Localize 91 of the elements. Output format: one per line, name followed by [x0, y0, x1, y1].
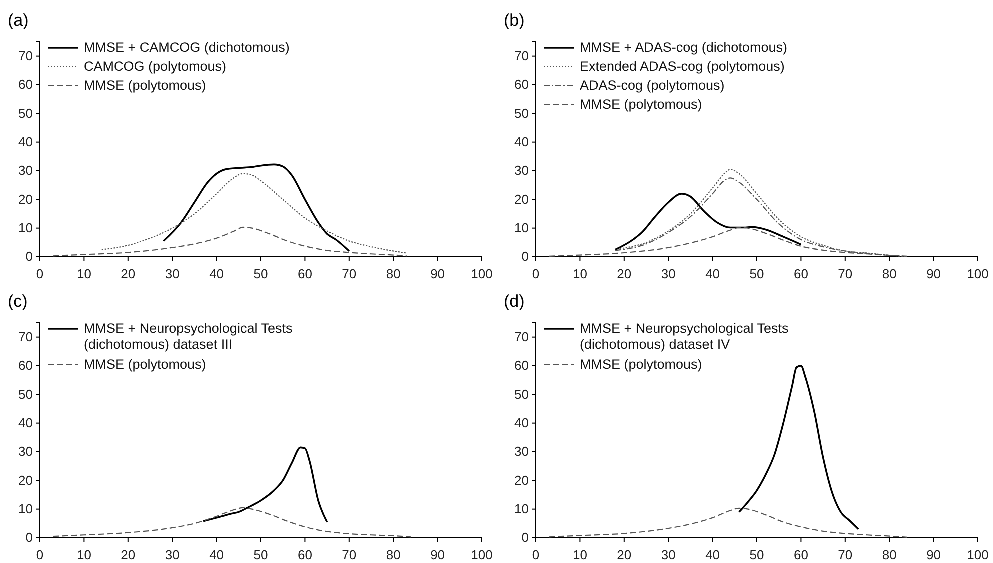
x-tick-label: 90 [430, 266, 446, 282]
x-tick-label: 40 [210, 266, 224, 282]
y-tick-label: 0 [522, 249, 529, 264]
chart-title: (d) [504, 292, 525, 311]
y-tick-label: 0 [26, 530, 33, 546]
x-tick-label: 80 [882, 547, 897, 562]
x-tick-label: 20 [121, 266, 136, 282]
y-tick-label: 30 [514, 163, 529, 178]
y-tick-label: 10 [18, 220, 33, 236]
x-tick-label: 70 [342, 547, 357, 562]
y-tick-label: 20 [18, 192, 33, 207]
x-tick-label: 20 [617, 547, 632, 562]
x-tick-label: 10 [76, 266, 92, 282]
x-tick-label: 30 [661, 547, 676, 562]
x-tick-label: 100 [471, 266, 493, 282]
y-tick-label: 70 [514, 48, 529, 64]
x-tick-label: 10 [76, 547, 92, 562]
x-tick-label: 80 [882, 266, 897, 282]
y-tick-label: 10 [514, 501, 529, 516]
x-tick-label: 50 [750, 266, 764, 282]
x-tick-label: 90 [430, 547, 446, 562]
y-tick-label: 30 [18, 163, 33, 178]
x-tick-label: 80 [386, 266, 401, 282]
x-tick-label: 40 [706, 547, 720, 562]
y-tick-label: 70 [18, 48, 33, 64]
y-tick-label: 50 [18, 386, 33, 402]
x-tick-label: 60 [794, 266, 808, 282]
y-tick-label: 20 [514, 472, 529, 488]
x-tick-label: 70 [838, 547, 853, 562]
legend-label: ADAS-cog (polytomous) [580, 78, 725, 93]
y-tick-label: 60 [18, 358, 33, 374]
x-tick-label: 0 [532, 547, 540, 562]
y-tick-label: 10 [514, 220, 529, 236]
y-tick-label: 50 [18, 106, 33, 121]
y-tick-label: 50 [514, 106, 529, 121]
x-tick-label: 60 [298, 266, 312, 282]
x-tick-label: 30 [165, 547, 180, 562]
x-tick-label: 50 [254, 266, 268, 282]
x-tick-label: 100 [967, 266, 989, 282]
y-tick-label: 60 [514, 77, 529, 92]
chart-title: (c) [8, 292, 28, 311]
x-tick-label: 40 [210, 547, 224, 562]
y-tick-label: 0 [522, 530, 529, 546]
y-tick-label: 0 [26, 249, 33, 264]
y-tick-label: 40 [514, 134, 529, 150]
y-tick-label: 60 [18, 77, 33, 92]
x-tick-label: 90 [926, 266, 942, 282]
x-tick-label: 20 [121, 547, 136, 562]
legend-label: MMSE (polytomous) [84, 78, 206, 93]
y-tick-label: 30 [18, 444, 33, 460]
x-tick-label: 0 [36, 547, 44, 562]
x-tick-label: 0 [36, 266, 44, 282]
y-tick-label: 40 [18, 134, 33, 150]
y-tick-label: 40 [18, 415, 33, 430]
legend-label: MMSE + CAMCOG (dichotomous) [84, 40, 290, 55]
chart-title: (b) [504, 11, 525, 30]
x-tick-label: 80 [386, 547, 401, 562]
y-tick-label: 20 [18, 472, 33, 488]
y-tick-label: 60 [514, 358, 529, 374]
legend-label: Extended ADAS-cog (polytomous) [580, 59, 785, 74]
x-tick-label: 70 [342, 266, 357, 282]
y-tick-label: 70 [514, 329, 529, 344]
y-tick-label: 20 [514, 192, 529, 207]
y-tick-label: 50 [514, 386, 529, 402]
y-tick-label: 30 [514, 444, 529, 460]
x-tick-label: 0 [532, 266, 540, 282]
chart-title: (a) [8, 11, 29, 30]
x-tick-label: 40 [706, 266, 720, 282]
legend-label: MMSE + ADAS-cog (dichotomous) [580, 40, 788, 55]
legend-label: CAMCOG (polytomous) [84, 59, 227, 74]
x-tick-label: 30 [661, 266, 676, 282]
x-tick-label: 100 [471, 547, 493, 562]
y-tick-label: 10 [18, 501, 33, 516]
x-tick-label: 100 [967, 547, 989, 562]
x-tick-label: 60 [298, 547, 312, 562]
x-tick-label: 20 [617, 266, 632, 282]
legend-label: MMSE + Neuropsychological Tests (dichotomous) dataset III [84, 321, 293, 352]
y-tick-label: 40 [514, 415, 529, 430]
legend-label: MMSE (polytomous) [580, 357, 702, 372]
x-tick-label: 10 [572, 547, 588, 562]
x-tick-label: 50 [750, 547, 764, 562]
legend-label: MMSE (polytomous) [84, 357, 206, 372]
x-tick-label: 70 [838, 266, 853, 282]
x-tick-label: 10 [572, 266, 588, 282]
y-tick-label: 70 [18, 329, 33, 344]
x-tick-label: 50 [254, 547, 268, 562]
x-tick-label: 90 [926, 547, 942, 562]
legend-label: MMSE (polytomous) [580, 97, 702, 112]
legend-label: MMSE + Neuropsychological Tests (dichotomous) dataset IV [580, 321, 789, 352]
x-tick-label: 60 [794, 547, 808, 562]
x-tick-label: 30 [165, 266, 180, 282]
